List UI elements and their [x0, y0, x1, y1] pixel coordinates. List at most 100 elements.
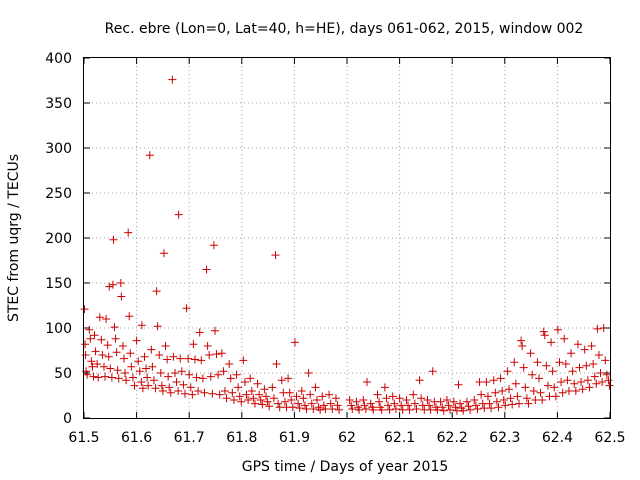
chart-title: Rec. ebre (Lon=0, Lat=40, h=HE), days 06… — [105, 21, 584, 37]
data-point — [515, 399, 524, 408]
data-point — [436, 397, 445, 406]
data-point — [398, 405, 407, 414]
data-point — [98, 351, 107, 359]
data-point — [390, 399, 399, 408]
data-point — [200, 388, 209, 397]
data-point — [405, 405, 414, 414]
data-point — [195, 328, 204, 337]
data-point — [454, 380, 463, 389]
data-point — [242, 390, 251, 399]
grid — [84, 58, 610, 418]
data-point — [326, 399, 335, 408]
data-point — [522, 394, 531, 403]
data-point — [138, 384, 147, 393]
data-point — [88, 362, 97, 371]
data-point — [225, 360, 234, 368]
data-point — [548, 367, 557, 376]
data-point — [85, 325, 94, 334]
data-point — [459, 406, 468, 415]
data-point — [496, 374, 505, 383]
data-point — [97, 335, 106, 344]
data-point — [240, 378, 249, 386]
data-point — [234, 383, 243, 392]
data-point — [226, 374, 235, 383]
data-point — [151, 384, 160, 393]
data-point — [110, 323, 119, 332]
data-point — [292, 392, 301, 401]
data-point — [563, 376, 572, 385]
data-point — [508, 400, 517, 409]
y-tick-labels: 0 50 100 150 200 250 300 350 400 — [45, 51, 72, 427]
data-point — [103, 341, 112, 350]
data-point — [246, 374, 255, 383]
data-point — [316, 405, 325, 414]
data-point — [485, 399, 494, 408]
data-point — [285, 388, 294, 397]
data-point — [81, 340, 90, 349]
data-point — [272, 360, 281, 368]
x-axis-label: GPS time / Days of year 2015 — [242, 459, 449, 475]
data-point — [540, 331, 549, 340]
plot-frame — [83, 57, 611, 419]
data-point — [361, 405, 370, 413]
data-point — [256, 396, 265, 404]
data-point — [210, 326, 219, 335]
data-point — [93, 360, 102, 368]
data-point — [347, 401, 356, 410]
data-point — [275, 403, 284, 412]
data-point — [87, 357, 96, 366]
data-point — [543, 381, 552, 390]
data-point — [415, 376, 424, 385]
data-point — [304, 369, 313, 377]
data-point — [80, 305, 89, 314]
data-point — [295, 404, 304, 413]
data-point — [250, 399, 259, 408]
data-point — [397, 401, 406, 410]
data-point — [539, 327, 548, 336]
data-point — [553, 325, 562, 334]
data-point — [558, 388, 567, 397]
data-point — [186, 383, 195, 392]
data-point — [128, 373, 137, 382]
data-point — [107, 373, 116, 382]
data-point — [91, 347, 100, 356]
data-point — [602, 370, 611, 379]
data-point — [157, 381, 166, 390]
data-point — [511, 379, 520, 388]
data-point — [438, 403, 447, 412]
data-point — [117, 292, 126, 301]
data-point — [202, 265, 211, 274]
data-point — [487, 404, 496, 413]
x-tick-label: 62 — [338, 430, 356, 446]
data-point — [161, 342, 170, 350]
data-point — [451, 403, 460, 412]
data-point — [328, 405, 337, 413]
y-tick-label: 350 — [45, 96, 72, 112]
data-point — [604, 376, 613, 385]
data-point — [573, 340, 582, 349]
data-point — [118, 342, 127, 350]
y-tick-label: 250 — [45, 186, 72, 202]
data-point — [232, 370, 241, 379]
data-point — [348, 405, 357, 413]
data-point — [410, 399, 419, 408]
data-point — [140, 352, 149, 361]
data-point — [134, 357, 143, 366]
data-point — [564, 387, 573, 395]
x-tick-label: 61.9 — [279, 430, 310, 446]
data-point — [158, 387, 167, 395]
data-point — [253, 379, 262, 388]
data-point — [587, 342, 596, 350]
data-point — [214, 370, 223, 379]
data-point — [506, 394, 515, 403]
data-point — [444, 401, 453, 410]
data-point — [166, 388, 175, 397]
data-point — [99, 362, 108, 371]
data-point — [284, 374, 293, 383]
data-point — [209, 241, 218, 250]
data-point — [114, 374, 123, 383]
data-point — [425, 401, 434, 410]
data-point — [446, 405, 455, 414]
data-point — [373, 390, 382, 399]
data-point — [501, 401, 510, 410]
